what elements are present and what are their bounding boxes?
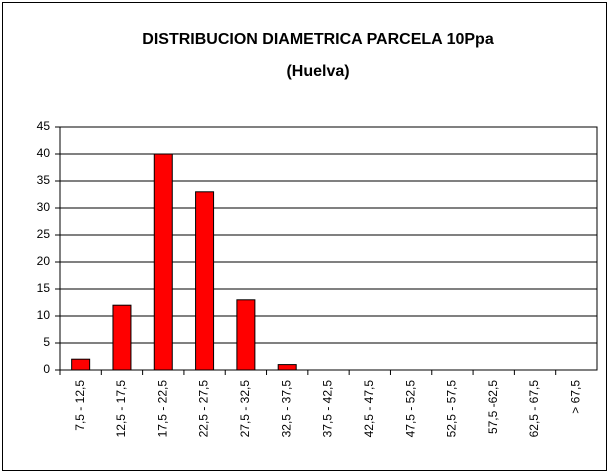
x-tick-label: 62,5 - 67,5 <box>527 380 541 438</box>
x-tick-label: 47,5 - 52,5 <box>403 380 417 438</box>
chart-title: DISTRIBUCION DIAMETRICA PARCELA 10Ppa <box>142 31 494 48</box>
x-tick-label: > 67,5 <box>569 380 583 414</box>
x-tick-label: 22,5 - 27,5 <box>197 380 211 438</box>
y-tick-label: 15 <box>37 281 51 295</box>
y-tick-label: 45 <box>37 119 51 133</box>
bar <box>112 304 132 371</box>
chart-subtitle: (Huelva) <box>286 63 349 80</box>
y-tick-label: 20 <box>37 254 51 268</box>
plot-area <box>59 126 598 371</box>
x-tick-label: 17,5 - 22,5 <box>155 380 169 438</box>
bar <box>236 299 256 371</box>
x-tick-label: 32,5 - 37,5 <box>279 380 293 438</box>
bar <box>71 358 91 371</box>
y-tick-label: 0 <box>43 362 50 376</box>
x-tick-label: 27,5 - 32,5 <box>238 380 252 438</box>
bar <box>195 191 215 371</box>
x-tick-label: 7,5 - 12,5 <box>73 380 87 431</box>
x-tick-label: 52,5 - 57,5 <box>445 380 459 438</box>
x-tick-label: 12,5 - 17,5 <box>114 380 128 438</box>
y-tick-label: 30 <box>37 200 51 214</box>
y-tick-label: 5 <box>43 335 50 349</box>
bar <box>277 364 297 371</box>
x-tick-label: 37,5 - 42,5 <box>321 380 335 438</box>
y-tick-label: 35 <box>37 173 51 187</box>
y-tick-label: 25 <box>37 227 51 241</box>
y-tick-label: 10 <box>37 308 51 322</box>
y-tick-label: 40 <box>37 146 51 160</box>
x-tick-label: 42,5 - 47,5 <box>362 380 376 438</box>
x-tick-label: 57,5 -62,5 <box>486 380 500 434</box>
bar <box>153 153 173 371</box>
